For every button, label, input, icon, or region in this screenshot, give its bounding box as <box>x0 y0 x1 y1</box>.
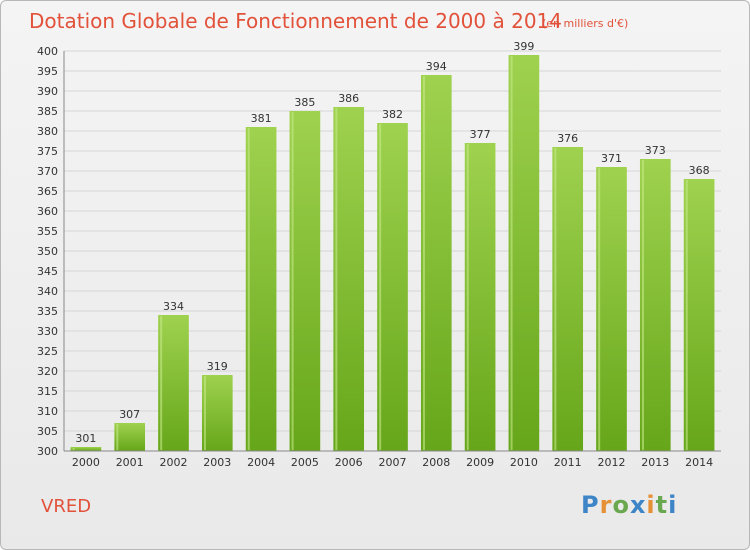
logo-letter: o <box>612 491 630 519</box>
value-label-2007: 382 <box>382 108 403 121</box>
y-tick-label: 325 <box>37 345 58 358</box>
y-tick-label: 335 <box>37 305 58 318</box>
bar-2009 <box>464 143 496 451</box>
bar-highlight <box>160 316 163 450</box>
bar-2014 <box>683 179 715 451</box>
y-tick-label: 300 <box>37 445 58 458</box>
bar-2001 <box>114 423 146 451</box>
value-label-2000: 301 <box>75 432 96 445</box>
y-tick-label: 365 <box>37 185 58 198</box>
logo-letter: P <box>581 491 600 519</box>
bar-2013 <box>639 159 671 451</box>
value-label-2008: 394 <box>426 60 447 73</box>
chart-title: Dotation Globale de Fonctionnement de 20… <box>29 9 562 33</box>
x-tick-label-2007: 2007 <box>379 456 407 469</box>
y-tick-label: 400 <box>37 45 58 58</box>
bar-highlight <box>72 448 75 450</box>
value-label-2009: 377 <box>470 128 491 141</box>
chart-unit: (en milliers d'€) <box>542 17 629 30</box>
value-label-2014: 368 <box>689 164 710 177</box>
bar-2004 <box>245 127 277 451</box>
y-tick-label: 305 <box>37 425 58 438</box>
value-label-2012: 371 <box>601 152 622 165</box>
value-label-2003: 319 <box>207 360 228 373</box>
x-tick-label-2014: 2014 <box>685 456 713 469</box>
bars: 301 307 334 319 381 385 386 382 394 377 399 376 371 3… <box>70 40 715 451</box>
y-tick-label: 380 <box>37 125 58 138</box>
y-tick-label: 360 <box>37 205 58 218</box>
value-label-2006: 386 <box>338 92 359 105</box>
logo-letter: r <box>599 491 613 519</box>
bar-highlight <box>641 160 644 450</box>
value-label-2001: 307 <box>119 408 140 421</box>
y-tick-label: 345 <box>37 265 58 278</box>
value-label-2004: 381 <box>251 112 272 125</box>
bar-2005 <box>289 111 321 451</box>
y-tick-label: 385 <box>37 105 58 118</box>
x-tick-label-2011: 2011 <box>554 456 582 469</box>
bar-highlight <box>466 144 469 450</box>
x-tick-label-2013: 2013 <box>641 456 669 469</box>
bar-2010 <box>508 55 540 451</box>
bar-highlight <box>554 148 557 450</box>
bar-2003 <box>201 375 233 451</box>
x-tick-label-2009: 2009 <box>466 456 494 469</box>
x-tick-label-2005: 2005 <box>291 456 319 469</box>
y-tick-label: 310 <box>37 405 58 418</box>
y-tick-label: 395 <box>37 65 58 78</box>
bar-2000 <box>70 447 102 451</box>
bar-highlight <box>203 376 206 450</box>
x-tick-label-2008: 2008 <box>422 456 450 469</box>
value-label-2010: 399 <box>513 40 534 53</box>
bar-highlight <box>379 124 382 450</box>
y-tick-label: 355 <box>37 225 58 238</box>
bar-2011 <box>552 147 584 451</box>
value-label-2011: 376 <box>557 132 578 145</box>
y-tick-label: 320 <box>37 365 58 378</box>
bar-2006 <box>333 107 365 451</box>
y-tick-label: 350 <box>37 245 58 258</box>
bar-2008 <box>420 75 452 451</box>
logo-letter: t <box>655 491 669 519</box>
logo-letter: i <box>668 491 678 519</box>
bar-highlight <box>510 56 513 450</box>
bar-highlight <box>247 128 250 450</box>
bar-2002 <box>158 315 189 451</box>
y-tick-label: 375 <box>37 145 58 158</box>
x-tick-label-2006: 2006 <box>335 456 363 469</box>
x-tick-label-2002: 2002 <box>160 456 188 469</box>
bar-highlight <box>291 112 294 450</box>
axes: 300 305 310 315 320 325 330 335 340 345 350 355 360 3… <box>37 45 721 469</box>
bar-2007 <box>377 123 408 451</box>
bar-highlight <box>116 424 119 450</box>
x-tick-label-2001: 2001 <box>116 456 144 469</box>
x-tick-label-2004: 2004 <box>247 456 275 469</box>
bar-highlight <box>598 168 601 450</box>
commune-name: VRED <box>41 496 92 517</box>
value-label-2013: 373 <box>645 144 666 157</box>
x-tick-label-2010: 2010 <box>510 456 538 469</box>
bar-highlight <box>422 76 425 450</box>
y-tick-label: 330 <box>37 325 58 338</box>
logo-letter: x <box>629 491 647 519</box>
proxiti-logo[interactable]: Proxiti <box>581 491 677 519</box>
x-tick-label-2000: 2000 <box>72 456 100 469</box>
bar-2012 <box>596 167 627 451</box>
bar-highlight <box>685 180 688 450</box>
bar-highlight <box>335 108 338 450</box>
y-tick-label: 390 <box>37 85 58 98</box>
y-tick-label: 370 <box>37 165 58 178</box>
x-tick-label-2003: 2003 <box>203 456 231 469</box>
value-label-2002: 334 <box>163 300 184 313</box>
y-tick-label: 340 <box>37 285 58 298</box>
value-label-2005: 385 <box>294 96 315 109</box>
y-tick-label: 315 <box>37 385 58 398</box>
x-tick-label-2012: 2012 <box>598 456 626 469</box>
logo-letter: i <box>646 491 656 519</box>
